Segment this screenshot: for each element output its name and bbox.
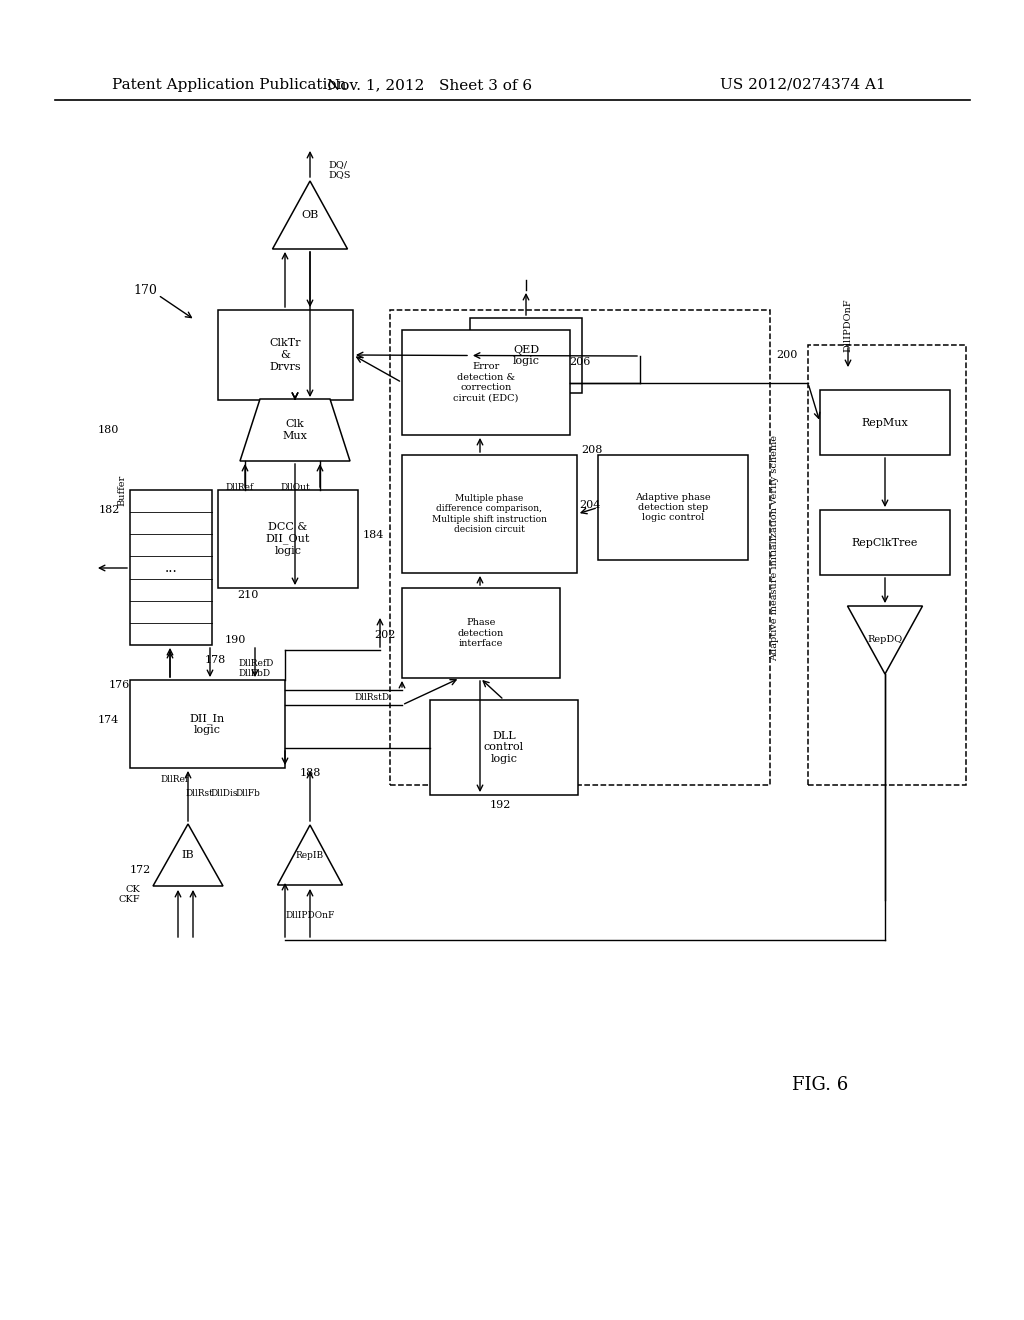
Text: DQ/: DQ/ — [328, 161, 347, 169]
Text: RepMux: RepMux — [861, 417, 908, 428]
Text: CK: CK — [125, 886, 140, 895]
Bar — [808, 345, 966, 785]
Polygon shape — [848, 606, 923, 675]
Text: DII_In
logic: DII_In logic — [189, 713, 225, 735]
Text: Adaptive measure initialization verify scheme: Adaptive measure initialization verify s… — [770, 436, 779, 661]
Text: DllIPDOnF: DllIPDOnF — [844, 298, 853, 352]
Text: DllRst: DllRst — [185, 788, 213, 797]
Text: 180: 180 — [97, 425, 119, 436]
Text: DllFb: DllFb — [234, 788, 260, 797]
Polygon shape — [272, 181, 347, 249]
Text: DllOut: DllOut — [280, 483, 309, 492]
Text: Buffer: Buffer — [118, 474, 127, 506]
Bar — [402, 587, 560, 678]
Text: IB: IB — [181, 850, 195, 861]
Text: DllIPDOnF: DllIPDOnF — [286, 911, 335, 920]
Text: DLL
control
logic: DLL control logic — [484, 731, 524, 764]
Text: 208: 208 — [582, 445, 603, 455]
Text: Patent Application Publication: Patent Application Publication — [112, 78, 346, 92]
Bar — [598, 455, 748, 560]
Text: DQS: DQS — [328, 170, 350, 180]
Text: ...: ... — [165, 561, 177, 574]
Polygon shape — [278, 825, 342, 884]
Text: 172: 172 — [129, 865, 151, 875]
Text: 206: 206 — [569, 356, 591, 367]
Polygon shape — [240, 399, 350, 461]
Text: US 2012/0274374 A1: US 2012/0274374 A1 — [720, 78, 886, 92]
Text: 192: 192 — [489, 800, 511, 810]
Text: Error
detection &
correction
circuit (EDC): Error detection & correction circuit (ED… — [454, 363, 519, 403]
Text: ClkTr
&
Drvrs: ClkTr & Drvrs — [269, 338, 301, 372]
Text: DllRstD: DllRstD — [355, 693, 390, 702]
Text: Multiple phase
difference comparison,
Multiple shift instruction
decision circui: Multiple phase difference comparison, Mu… — [432, 494, 547, 535]
Bar — [130, 680, 285, 768]
Text: DCC &
DII_Out
logic: DCC & DII_Out logic — [266, 521, 310, 556]
Text: RepDQ: RepDQ — [867, 635, 902, 644]
Bar — [820, 510, 950, 576]
Bar — [218, 310, 353, 400]
Text: OB: OB — [301, 210, 318, 220]
Text: 202: 202 — [375, 630, 395, 640]
Bar — [218, 490, 358, 587]
Bar — [130, 490, 212, 645]
Text: 200: 200 — [776, 350, 798, 360]
Bar — [820, 389, 950, 455]
Text: DllRef: DllRef — [160, 776, 188, 784]
Text: DllFbD: DllFbD — [238, 668, 270, 677]
Bar — [390, 310, 770, 785]
Bar — [430, 700, 578, 795]
Text: Clk
Mux: Clk Mux — [283, 420, 307, 441]
Text: Phase
detection
interface: Phase detection interface — [458, 618, 504, 648]
Bar — [402, 330, 570, 436]
Polygon shape — [153, 824, 223, 886]
Text: DllRefD: DllRefD — [238, 659, 273, 668]
Text: 170: 170 — [133, 284, 157, 297]
Bar — [470, 318, 582, 393]
Text: CKF: CKF — [119, 895, 140, 904]
Text: 176: 176 — [109, 680, 130, 690]
Text: RepClkTree: RepClkTree — [852, 537, 919, 548]
Text: Adaptive phase
detection step
logic control: Adaptive phase detection step logic cont… — [635, 492, 711, 523]
Bar — [402, 455, 577, 573]
Text: 184: 184 — [362, 531, 384, 540]
Text: 178: 178 — [205, 655, 225, 665]
Text: 190: 190 — [224, 635, 246, 645]
Text: DllRef: DllRef — [225, 483, 253, 492]
Text: 182: 182 — [98, 506, 120, 515]
Text: 204: 204 — [580, 500, 601, 510]
Text: 174: 174 — [97, 715, 119, 725]
Text: QED
logic: QED logic — [512, 345, 540, 366]
Text: Nov. 1, 2012   Sheet 3 of 6: Nov. 1, 2012 Sheet 3 of 6 — [328, 78, 532, 92]
Text: 210: 210 — [238, 590, 259, 601]
Text: 188: 188 — [299, 768, 321, 777]
Text: DllDis: DllDis — [210, 788, 238, 797]
Text: FIG. 6: FIG. 6 — [792, 1076, 848, 1094]
Text: RepIB: RepIB — [296, 850, 324, 859]
